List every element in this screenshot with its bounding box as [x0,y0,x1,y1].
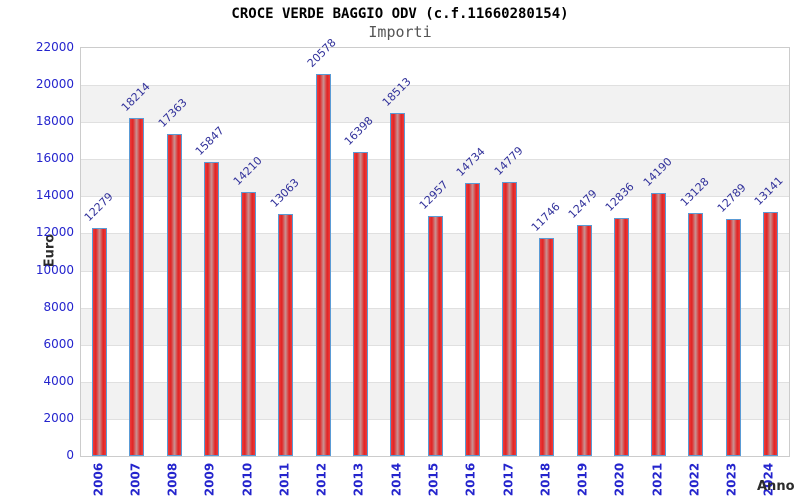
bar-2015 [427,215,443,456]
y-tick-label: 22000 [35,40,74,54]
chart-subtitle: Importi [368,23,432,41]
bar-2008 [166,134,182,456]
x-tick-label: 2009 [202,462,217,497]
bar-2020 [613,217,629,456]
x-tick-label: 2017 [501,462,516,497]
bar-2012 [315,74,331,456]
y-tick-label: 12000 [35,225,74,240]
bar-2011 [278,213,294,456]
bar-2013 [352,151,368,456]
x-tick-label: 2010 [240,462,255,497]
x-tick-label: 2007 [128,462,143,497]
bar-2019 [576,224,592,456]
x-tick-label: 2008 [165,462,180,497]
x-tick-label: 2013 [351,462,366,497]
bar-2024 [762,212,778,456]
bar-2007 [129,118,145,456]
y-tick-label: 0 [66,448,74,462]
bar-2021 [651,192,667,456]
y-tick-label: 20000 [35,77,74,92]
gridline [81,196,789,198]
x-tick-label: 2014 [389,462,404,497]
bar-2006 [92,228,108,456]
x-tick-label: 2020 [612,462,627,497]
plot-band [81,122,789,160]
y-tick-label: 4000 [43,373,74,388]
y-tick-label: 6000 [43,336,74,351]
y-tick-label: 2000 [43,410,74,425]
y-tick-label: 18000 [35,114,74,129]
plot-band [81,48,789,86]
bar-2009 [203,162,219,456]
x-tick-label: 2018 [538,462,553,497]
x-axis-title: Anno [757,479,795,494]
bar-2016 [464,182,480,456]
chart-title: CROCE VERDE BAGGIO ODV (c.f.11660280154) [231,6,569,22]
x-tick-label: 2012 [314,462,329,497]
bar-2023 [725,218,741,456]
gridline [81,85,789,87]
plot-band [81,85,789,123]
gridline [81,159,789,161]
plot-band [81,159,789,197]
x-tick-label: 2006 [91,462,106,497]
y-tick-label: 14000 [35,188,74,203]
x-tick-label: 2022 [687,462,702,497]
bar-2010 [241,192,257,456]
bar-2014 [390,112,406,456]
x-tick-label: 2011 [277,462,292,497]
plot-area: 12279 18214 17363 15847 14210 13063 20578 16398… [80,36,790,457]
x-tick-label: 2016 [463,462,478,497]
bar-2017 [502,181,518,456]
bar-2022 [688,212,704,456]
x-tick-label: 2023 [724,462,739,497]
x-tick-label: 2015 [426,462,441,497]
gridline [81,122,789,124]
x-tick-label: 2021 [650,462,665,497]
y-tick-label: 16000 [35,151,74,166]
x-tick-label: 2019 [575,462,590,497]
y-tick-label: 8000 [43,299,74,314]
bar-2018 [539,238,555,456]
y-tick-label: 10000 [35,262,74,277]
